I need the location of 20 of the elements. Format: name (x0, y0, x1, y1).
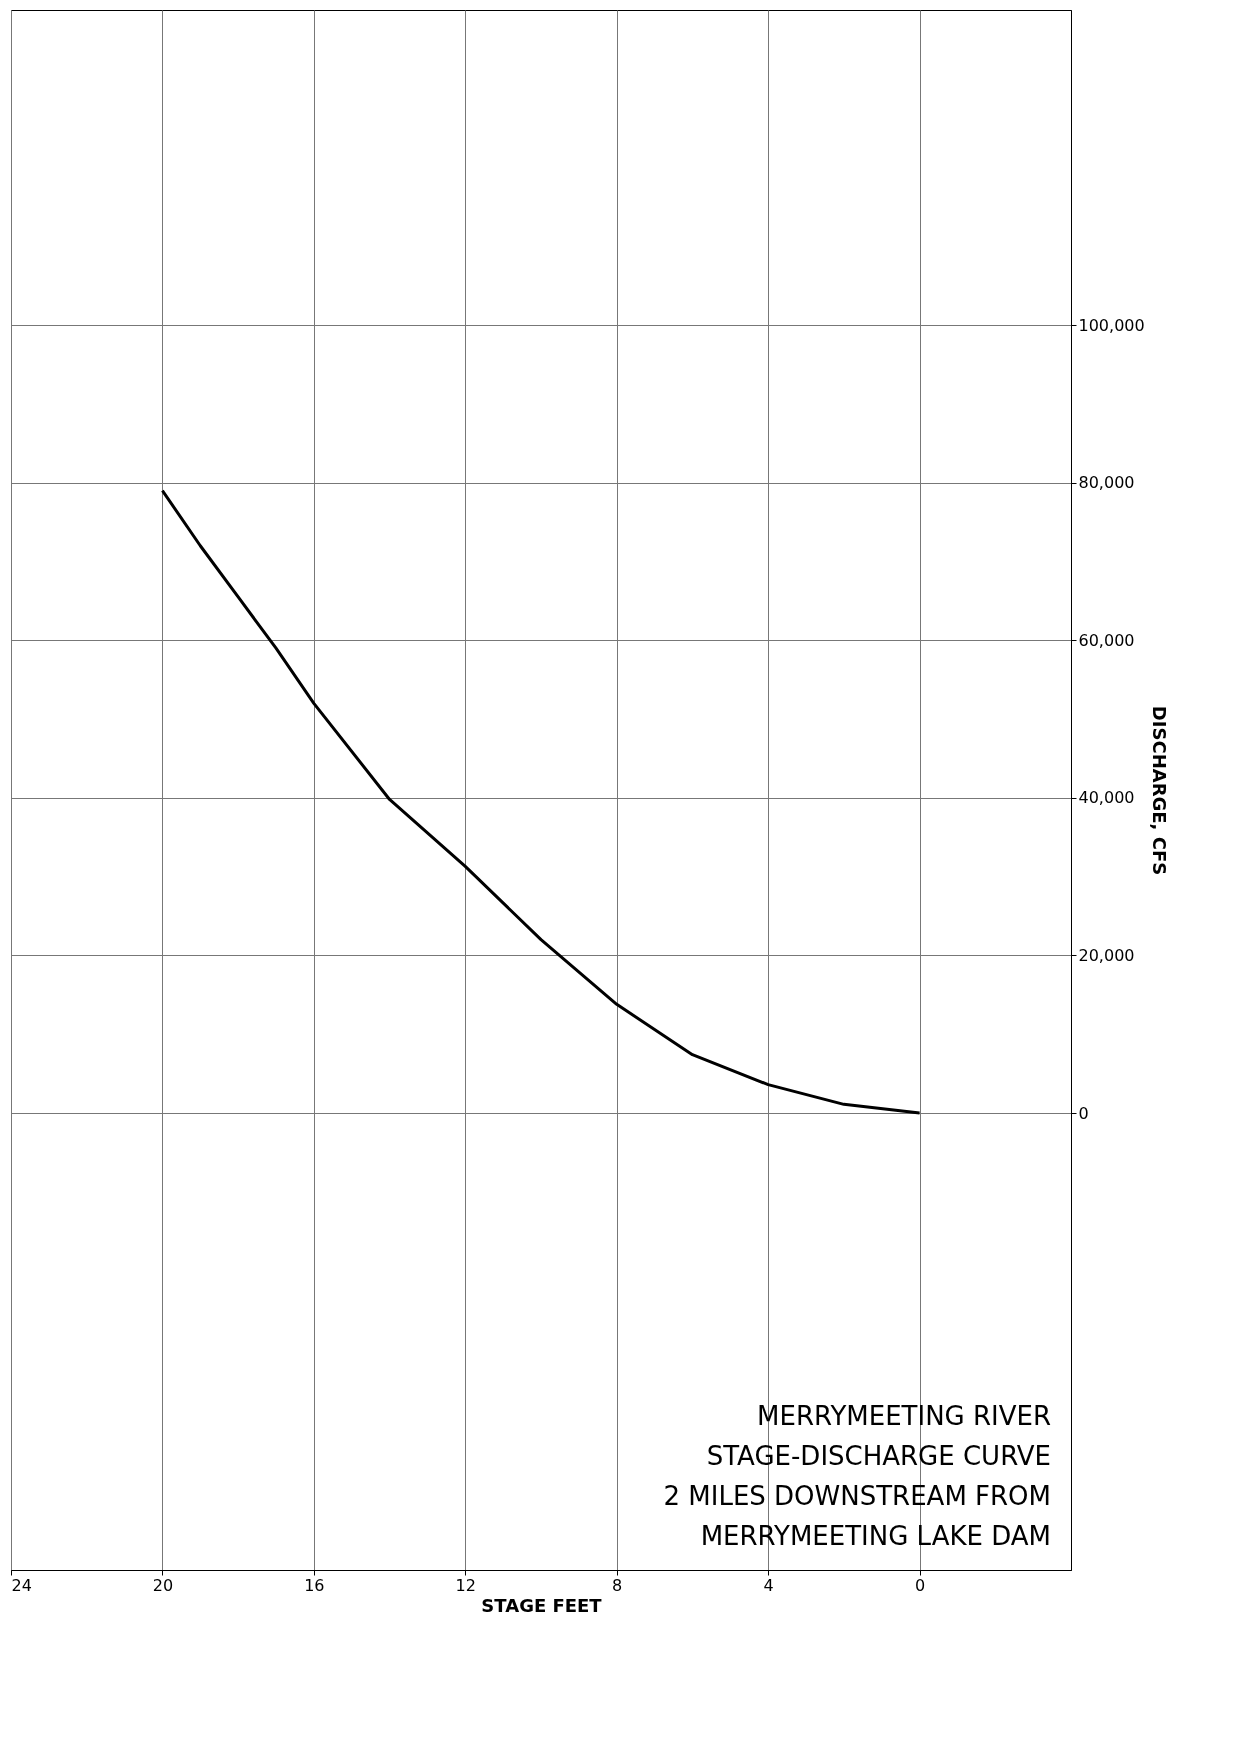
annotation: STAGE-DISCHARGE CURVE (706, 1441, 1051, 1471)
x-tick-label: 4 (763, 1575, 774, 1595)
y-axis-title: DISCHARGE, CFS (1148, 705, 1170, 876)
y-tick-label: 80,000 (1078, 473, 1135, 493)
y-tick-label: 40,000 (1078, 788, 1135, 808)
x-axis-title: STAGE FEET (481, 1594, 603, 1616)
y-tick-label: 20,000 (1078, 945, 1135, 965)
line-series (160, 489, 922, 1115)
x-tick-label: 12 (455, 1575, 476, 1595)
annotation: MERRYMEETING LAKE DAM (700, 1521, 1051, 1551)
x-tick-label: 24 (11, 1575, 32, 1595)
annotation: MERRYMEETING RIVER (757, 1401, 1051, 1431)
annotation: 2 MILES DOWNSTREAM FROM (663, 1481, 1051, 1511)
x-tick-label: 16 (304, 1575, 325, 1595)
x-tick-label: 0 (914, 1575, 926, 1595)
y-tick-label: 60,000 (1078, 630, 1135, 650)
x-tick-label: 8 (612, 1575, 623, 1595)
x-tick-label: 20 (152, 1575, 174, 1595)
y-tick-label: 0 (1078, 1103, 1089, 1123)
y-tick-label: 100,000 (1078, 315, 1145, 335)
